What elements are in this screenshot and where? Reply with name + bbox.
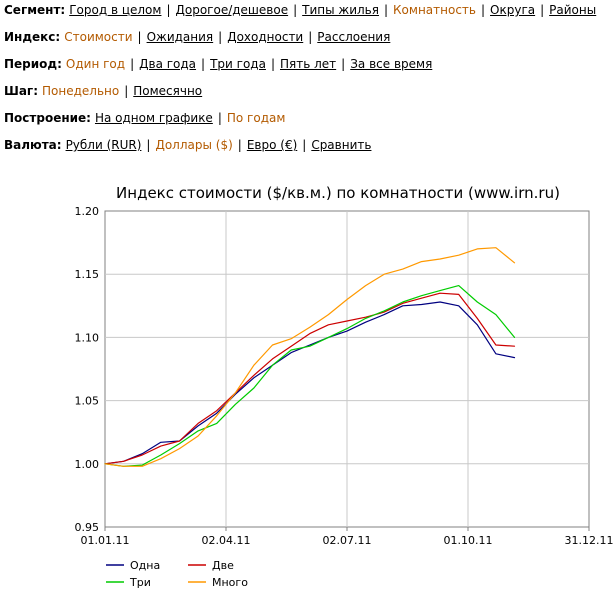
filter-option-link[interactable]: Округа: [490, 3, 535, 17]
legend: Одна Две Три Много: [106, 559, 248, 589]
filter-option-active[interactable]: По годам: [227, 111, 286, 125]
x-tick-label: 01.01.11: [81, 534, 130, 547]
filter-option-link[interactable]: Дорогое/дешевое: [176, 3, 289, 17]
filter-row-label: Построение:: [4, 111, 91, 125]
separator: |: [166, 3, 170, 17]
separator: |: [341, 57, 345, 71]
line-chart: Индекс стоимости ($/кв.м.) по комнатност…: [0, 176, 613, 594]
separator: |: [481, 3, 485, 17]
filter-option-active[interactable]: Один год: [66, 57, 125, 71]
separator: |: [540, 3, 544, 17]
separator: |: [130, 57, 134, 71]
filter-option-link[interactable]: Помесячно: [133, 84, 202, 98]
separator: |: [124, 84, 128, 98]
y-tick-label: 0.95: [75, 521, 100, 534]
chart-title: Индекс стоимости ($/кв.м.) по комнатност…: [116, 184, 560, 202]
separator: |: [271, 57, 275, 71]
filter-option-link[interactable]: Расслоения: [317, 30, 390, 44]
filter-option-link[interactable]: Рубли (RUR): [66, 138, 142, 152]
legend-label: Много: [212, 576, 248, 589]
y-tick-label: 1.00: [75, 458, 100, 471]
filter-panel: Сегмент: Город в целом | Дорогое/дешевое | Ти…: [4, 2, 609, 164]
x-tick-label: 02.07.11: [323, 534, 372, 547]
filter-row-label: Сегмент:: [4, 3, 65, 17]
separator: |: [293, 3, 297, 17]
separator: |: [218, 30, 222, 44]
filter-option-link[interactable]: Доходности: [227, 30, 303, 44]
filter-option-link[interactable]: Два года: [139, 57, 196, 71]
filter-row-label: Период:: [4, 57, 62, 71]
legend-label: Одна: [130, 559, 160, 572]
filter-option-link[interactable]: За все время: [350, 57, 432, 71]
x-tick-label: 01.10.11: [444, 534, 493, 547]
filter-option-link[interactable]: Три года: [210, 57, 266, 71]
filter-option-link[interactable]: Типы жилья: [302, 3, 379, 17]
filter-option-link[interactable]: Пять лет: [280, 57, 336, 71]
separator: |: [146, 138, 150, 152]
filter-row: Сегмент: Город в целом | Дорогое/дешевое | Ти…: [4, 2, 609, 29]
separator: |: [238, 138, 242, 152]
y-tick-label: 1.15: [75, 268, 100, 281]
separator: |: [218, 111, 222, 125]
filter-option-link[interactable]: На одном графике: [95, 111, 213, 125]
filter-option-active[interactable]: Стоимости: [64, 30, 132, 44]
x-tick-label: 31.12.11: [565, 534, 613, 547]
filter-option-link[interactable]: Районы: [549, 3, 596, 17]
separator: |: [138, 30, 142, 44]
separator: |: [201, 57, 205, 71]
filter-row: Построение: На одном графике | По годам: [4, 110, 609, 137]
filter-option-link[interactable]: Ожидания: [147, 30, 214, 44]
filter-row-label: Индекс:: [4, 30, 60, 44]
grid: [105, 211, 589, 527]
filter-option-active[interactable]: Понедельно: [42, 84, 119, 98]
legend-label: Три: [129, 576, 151, 589]
filter-row: Период: Один год | Два года | Три года | Пять л…: [4, 56, 609, 83]
chart-container: Индекс стоимости ($/кв.м.) по комнатност…: [0, 176, 613, 594]
filter-option-active[interactable]: Доллары ($): [155, 138, 232, 152]
separator: |: [302, 138, 306, 152]
separator: |: [308, 30, 312, 44]
y-tick-label: 1.20: [75, 205, 100, 218]
y-tick-label: 1.10: [75, 331, 100, 344]
legend-label: Две: [212, 559, 234, 572]
filter-row: Индекс: Стоимости | Ожидания | Доходности | Рас…: [4, 29, 609, 56]
filter-option-link[interactable]: Сравнить: [311, 138, 371, 152]
filter-row: Валюта: Рубли (RUR) | Доллары ($) | Евро (€) |…: [4, 137, 609, 164]
filter-option-active[interactable]: Комнатность: [393, 3, 476, 17]
filter-option-link[interactable]: Город в целом: [69, 3, 161, 17]
filter-row-label: Шаг:: [4, 84, 38, 98]
y-tick-label: 1.05: [75, 395, 100, 408]
filter-row-label: Валюта:: [4, 138, 62, 152]
filter-option-link[interactable]: Евро (€): [247, 138, 297, 152]
x-tick-label: 02.04.11: [202, 534, 251, 547]
separator: |: [384, 3, 388, 17]
filter-row: Шаг: Понедельно | Помесячно: [4, 83, 609, 110]
